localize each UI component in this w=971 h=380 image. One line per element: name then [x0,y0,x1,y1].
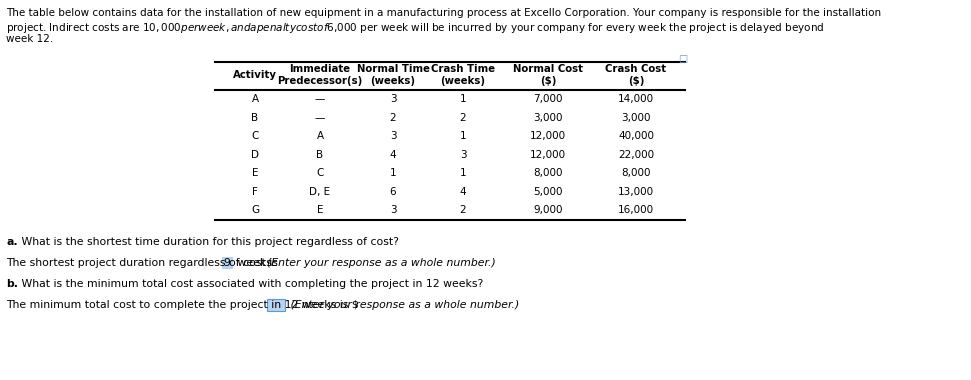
Text: □: □ [678,54,687,64]
Text: 1: 1 [459,131,466,141]
Text: B: B [317,150,323,160]
Text: Crash Time
(weeks): Crash Time (weeks) [431,64,495,86]
Text: 2: 2 [459,205,466,215]
Text: 2: 2 [389,113,396,123]
Text: D, E: D, E [310,187,330,197]
Text: G: G [251,205,259,215]
Text: 13,000: 13,000 [618,187,654,197]
Text: C: C [317,168,323,178]
Text: b.: b. [6,279,18,289]
Text: Activity: Activity [233,70,277,80]
Text: A: A [317,131,323,141]
Text: 4: 4 [459,187,466,197]
Text: 16,000: 16,000 [618,205,654,215]
Text: (Enter your response as a whole number.): (Enter your response as a whole number.) [287,300,519,310]
Text: 6: 6 [389,187,396,197]
Text: E: E [317,205,323,215]
Text: The shortest project duration regardless of cost is: The shortest project duration regardless… [6,258,282,268]
Text: 9,000: 9,000 [533,205,563,215]
Text: 1: 1 [459,94,466,104]
Text: 14,000: 14,000 [618,94,654,104]
Text: —: — [315,113,325,123]
Text: B: B [251,113,258,123]
Text: Normal Time
(weeks): Normal Time (weeks) [356,64,429,86]
Text: Crash Cost
($): Crash Cost ($) [606,64,666,86]
Text: 8,000: 8,000 [621,168,651,178]
Text: D: D [251,150,259,160]
Text: 40,000: 40,000 [618,131,654,141]
Text: 7,000: 7,000 [533,94,563,104]
Text: 3,000: 3,000 [621,113,651,123]
Text: 9: 9 [224,258,231,268]
Text: —: — [315,94,325,104]
Text: 22,000: 22,000 [618,150,654,160]
Text: What is the shortest time duration for this project regardless of cost?: What is the shortest time duration for t… [18,237,399,247]
Text: F: F [252,187,258,197]
Text: What is the minimum total cost associated with completing the project in 12 week: What is the minimum total cost associate… [18,279,484,289]
Text: 5,000: 5,000 [533,187,563,197]
Text: The table below contains data for the installation of new equipment in a manufac: The table below contains data for the in… [6,8,881,18]
Text: A: A [251,94,258,104]
Text: 3: 3 [389,205,396,215]
Text: 3,000: 3,000 [533,113,563,123]
Text: 1: 1 [459,168,466,178]
Text: (Enter your response as a whole number.): (Enter your response as a whole number.) [267,258,496,268]
Text: week 12.: week 12. [6,34,53,44]
Text: The minimum total cost to complete the project in 12 weeks is $: The minimum total cost to complete the p… [6,300,358,310]
Text: 4: 4 [389,150,396,160]
Text: 3: 3 [389,131,396,141]
Text: Immediate
Predecessor(s): Immediate Predecessor(s) [278,64,362,86]
Text: E: E [251,168,258,178]
Text: Normal Cost
($): Normal Cost ($) [513,64,583,86]
Text: 1: 1 [389,168,396,178]
Text: 3: 3 [459,150,466,160]
Text: weeks.: weeks. [234,258,279,268]
Text: 12,000: 12,000 [530,150,566,160]
Text: 3: 3 [389,94,396,104]
Text: 12,000: 12,000 [530,131,566,141]
Text: C: C [251,131,258,141]
Text: 2: 2 [459,113,466,123]
Text: 8,000: 8,000 [533,168,563,178]
Text: a.: a. [6,237,17,247]
Text: project. Indirect costs are $10,000 per week, and a penalty cost of $6,000 per w: project. Indirect costs are $10,000 per … [6,21,824,35]
